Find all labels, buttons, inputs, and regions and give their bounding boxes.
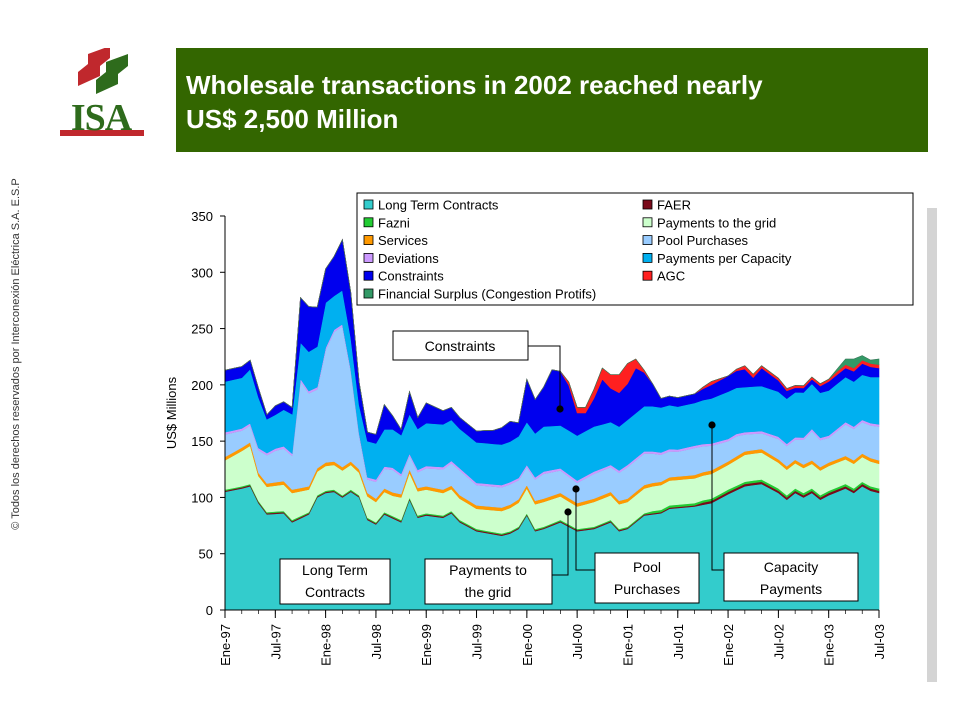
pool-purchases-callout-line1: Pool	[633, 559, 661, 575]
legend-swatch	[363, 199, 374, 210]
x-tick-label: Ene-01	[620, 624, 635, 666]
page-title-line2: US$ 2,500 Million	[186, 104, 399, 134]
annotation-leader	[528, 345, 561, 409]
x-tick-label: Ene-99	[419, 624, 434, 666]
y-tick-label: 200	[191, 378, 213, 393]
pool-purchases-callout	[594, 552, 700, 604]
legend-swatch	[363, 288, 374, 299]
legend-swatch	[363, 270, 374, 281]
pool-purchases-callout-line2: Purchases	[614, 581, 680, 597]
long-term-contracts-callout-line2: Contracts	[305, 584, 365, 600]
capacity-payments-callout	[723, 552, 859, 602]
x-tick-label: Jul-99	[470, 624, 485, 659]
constraints-callout-label: Constraints	[425, 338, 496, 354]
legend-label: Constraints	[378, 269, 444, 284]
chart-axes: 0 50 100 150 200 250 300 350 Ene-97 Jul-97 Ene-98 J…	[164, 209, 887, 666]
legend-label: Pool Purchases	[657, 233, 749, 248]
x-tick-label: Jul-97	[268, 624, 283, 659]
legend-swatch	[363, 252, 374, 263]
page-title-line1: Wholesale transactions in 2002 reached n…	[186, 70, 763, 100]
payments-grid-callout-line1: Payments to	[449, 562, 527, 578]
payments-grid-callout-line2: the grid	[465, 584, 512, 600]
y-axis-label: US$ Millions	[164, 376, 179, 449]
legend-swatch	[642, 235, 653, 246]
legend-swatch	[363, 235, 374, 246]
legend-swatch	[363, 217, 374, 228]
isa-logo-icon	[60, 48, 144, 136]
x-tick-label: Ene-97	[218, 624, 233, 666]
x-tick-label: Ene-02	[721, 624, 736, 666]
y-tick-label: 150	[191, 434, 213, 449]
x-tick-label: Jul-03	[872, 624, 887, 659]
annotation-leader	[711, 425, 724, 571]
legend-swatch	[642, 252, 653, 263]
legend-label: AGC	[657, 269, 685, 284]
x-tick-label: Jul-98	[369, 624, 384, 659]
x-tick-label: Jul-00	[570, 624, 585, 659]
x-tick-label: Jul-01	[671, 624, 686, 659]
legend-label: FAER	[657, 198, 691, 213]
legend-label: Services	[378, 233, 428, 248]
legend-label: Fazni	[378, 215, 410, 230]
y-tick-label: 250	[191, 322, 213, 337]
legend-swatch	[642, 270, 653, 281]
x-tick-label: Jul-02	[771, 624, 786, 659]
annotation-dot	[556, 405, 564, 413]
annotation-dot	[708, 421, 716, 429]
legend-label: Long Term Contracts	[378, 198, 499, 213]
payments-grid-callout	[424, 558, 553, 605]
annotation-dot	[572, 485, 580, 493]
legend-box	[356, 192, 914, 306]
legend-label: Deviations	[378, 251, 439, 266]
long-term-contracts-callout-line1: Long Term	[302, 562, 368, 578]
x-tick-label: Ene-98	[319, 624, 334, 666]
title-banner: Wholesale transactions in 2002 reached n…	[176, 48, 928, 152]
annotation-leader	[552, 512, 569, 576]
x-tick-label: Ene-00	[520, 624, 535, 666]
capacity-payments-callout-line2: Payments	[760, 581, 822, 597]
constraints-callout	[392, 330, 529, 361]
y-tick-label: 350	[191, 209, 213, 224]
capacity-payments-callout-line1: Capacity	[764, 559, 818, 575]
long-term-contracts-callout	[279, 558, 391, 605]
y-tick-label: 50	[199, 547, 213, 562]
y-tick-label: 300	[191, 265, 213, 280]
chart-areas	[224, 238, 880, 611]
chart-legend: Long Term Contracts FAER Fazni Payments to …	[356, 192, 914, 306]
legend-swatch	[642, 199, 653, 210]
legend-label: Payments per Capacity	[657, 251, 792, 266]
y-tick-label: 100	[191, 490, 213, 505]
y-tick-label: 0	[206, 603, 213, 618]
x-tick-label: Ene-03	[822, 624, 837, 666]
legend-label: Financial Surplus (Congestion Protifs)	[378, 287, 596, 302]
logo-text: ISA	[70, 97, 132, 139]
legend-swatch	[642, 217, 653, 228]
legend-label: Payments to the grid	[657, 215, 776, 230]
series-edge-10	[224, 238, 880, 435]
annotation-dot	[564, 508, 572, 516]
chart-annotations: Constraints Long Term Contracts Payments to…	[279, 330, 859, 605]
annotation-leader	[575, 489, 595, 571]
vertical-scrollbar[interactable]	[927, 208, 937, 682]
